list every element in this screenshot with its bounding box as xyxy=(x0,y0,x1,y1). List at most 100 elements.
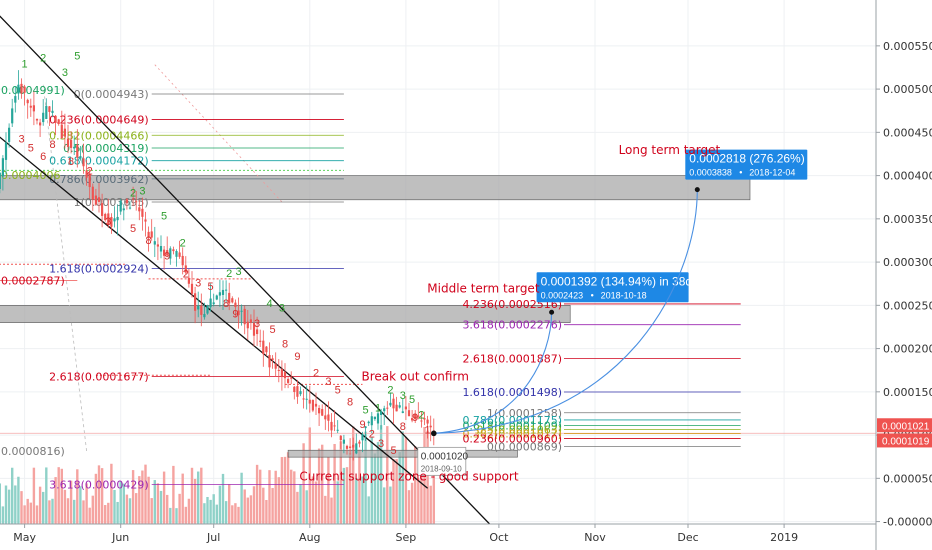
support-zone xyxy=(287,449,518,458)
volume-bar xyxy=(147,476,150,524)
candle-body xyxy=(423,418,426,420)
candle-body xyxy=(361,434,364,441)
x-axis-background xyxy=(0,524,932,550)
candle-body xyxy=(11,108,14,124)
td-count-red: 8 xyxy=(347,397,353,409)
volume-bars xyxy=(0,425,435,524)
candle-body xyxy=(429,425,432,428)
candle-body xyxy=(0,172,1,189)
candle-body xyxy=(386,407,389,409)
td-count-green: 3 xyxy=(279,302,285,314)
candle-body xyxy=(256,329,259,335)
volume-bar xyxy=(48,500,51,524)
fib-right-label: 0.5(0.0001063) xyxy=(476,424,562,437)
candle-body xyxy=(147,231,150,238)
candle-body xyxy=(197,305,200,310)
td-count-red: 5 xyxy=(208,281,214,293)
candle-body xyxy=(82,158,85,167)
volume-bar xyxy=(159,490,163,524)
volume-bar xyxy=(122,483,125,524)
y-tick-label: 0.0005500 xyxy=(883,40,932,53)
candle-body xyxy=(116,216,119,221)
fibonacci-levels: 0(0.0004943)0.236(0.0004649)0.382(0.0004… xyxy=(1,84,741,491)
volume-bar xyxy=(51,498,54,524)
volume-bar xyxy=(376,442,380,524)
candle-body xyxy=(1,158,4,177)
y-tick-label: 0.0002000 xyxy=(883,343,932,356)
volume-bar xyxy=(274,470,277,524)
volume-bar xyxy=(290,469,293,524)
candle-body xyxy=(178,252,181,257)
fib-right-label: 0.618(0.0001109) xyxy=(462,420,562,433)
candle-body xyxy=(48,106,51,112)
candle-body xyxy=(79,156,82,159)
candle-body xyxy=(153,241,156,245)
volume-bar xyxy=(221,473,225,524)
fib-left-label: 0.786(0.0003962) xyxy=(49,173,149,186)
volume-bar xyxy=(293,471,296,524)
candle-body xyxy=(110,217,113,227)
volume-bar xyxy=(156,483,160,524)
volume-bar xyxy=(224,501,228,524)
volume-bar xyxy=(1,506,5,524)
candle-body xyxy=(296,386,299,397)
volume-bar xyxy=(38,486,42,524)
target-change: 0.0002818 (276.26%) in 8 xyxy=(689,152,827,166)
last-price-text: 0.0001021 xyxy=(882,421,930,432)
volume-bar xyxy=(333,443,336,524)
candle-body xyxy=(268,354,271,368)
fib-left-label: 0.5(0.0004319) xyxy=(63,142,149,155)
td-count-red: 8 xyxy=(49,139,55,151)
price-zones xyxy=(0,64,876,458)
volume-bar xyxy=(271,488,274,524)
candle-body xyxy=(169,248,172,259)
td-count-red: 5 xyxy=(28,142,34,154)
candle-body xyxy=(159,246,163,252)
volume-bar xyxy=(113,489,116,524)
y-tick-label: 0.0003000 xyxy=(883,256,932,269)
volume-bar xyxy=(420,458,423,524)
volume-bar xyxy=(79,486,82,524)
y-tick-label: -0.0000000 xyxy=(883,516,932,529)
candle-body xyxy=(355,443,358,454)
candle-body xyxy=(302,398,305,400)
target-box xyxy=(685,149,808,180)
candle-body xyxy=(156,244,159,247)
annotation-text: Current support zone - good support xyxy=(299,469,518,483)
candle-body xyxy=(280,369,283,377)
volume-bar xyxy=(348,452,352,524)
td-count-red: 5 xyxy=(130,223,136,235)
volume-bar xyxy=(259,469,262,524)
candle-body xyxy=(190,283,194,294)
fib-left-label: 2.618(0.0001677) xyxy=(49,371,149,384)
candle-body xyxy=(14,96,17,103)
candle-body xyxy=(187,277,190,284)
candle-body xyxy=(305,398,308,400)
candle-body xyxy=(380,411,383,415)
volume-bar xyxy=(26,498,29,524)
candle-body xyxy=(327,414,330,421)
fib-left-label: 0.236(0.0004649) xyxy=(49,113,149,126)
volume-bar xyxy=(414,446,417,524)
volume-bar xyxy=(305,490,308,524)
target-price: 0.0003838 xyxy=(689,168,732,178)
candle-body xyxy=(221,289,225,295)
volume-bar xyxy=(190,467,194,524)
candle-body xyxy=(85,170,88,178)
volume-bar xyxy=(193,478,197,524)
candle-body xyxy=(243,308,246,325)
volume-bar xyxy=(252,486,256,524)
candle-body xyxy=(91,186,94,200)
target-date: 2018-12-04 xyxy=(749,168,795,178)
candle-body xyxy=(376,413,380,424)
candle-body xyxy=(383,408,386,412)
volume-bar xyxy=(228,484,231,524)
candle-body xyxy=(125,199,128,204)
candle-body xyxy=(373,416,376,420)
candle-body xyxy=(333,425,336,427)
last-price-tag xyxy=(877,418,932,433)
volume-bar xyxy=(91,495,94,524)
y-tick-label: 0.0002500 xyxy=(883,299,932,312)
fib-left-label: 0(0.0004943) xyxy=(74,88,149,101)
